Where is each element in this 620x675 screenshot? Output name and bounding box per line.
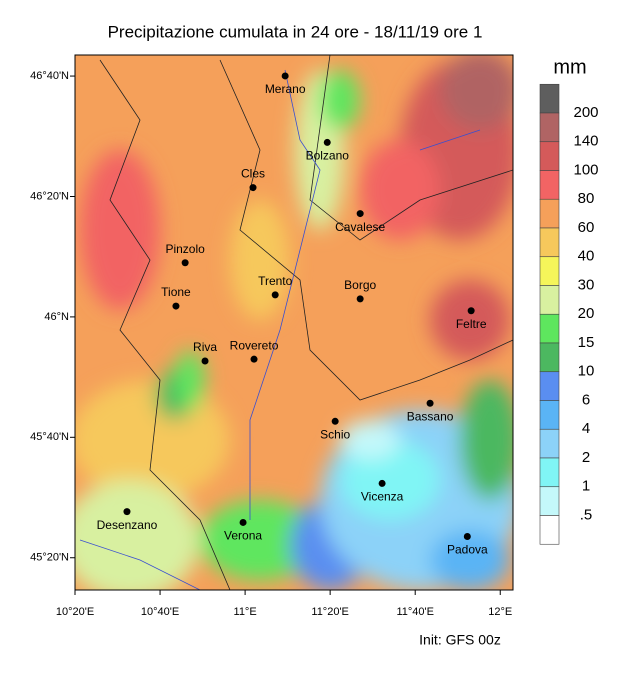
colorbar-box bbox=[539, 227, 560, 258]
colorbar-label: 80 bbox=[578, 190, 595, 207]
city-label: Bassano bbox=[407, 409, 454, 423]
city-marker bbox=[356, 295, 364, 303]
colorbar-label: 2 bbox=[582, 449, 590, 466]
colorbar-box bbox=[539, 256, 560, 286]
city-marker bbox=[123, 508, 131, 516]
colorbar-label: .5 bbox=[580, 506, 593, 523]
city-marker bbox=[281, 72, 289, 80]
footer: Init: GFS 00z bbox=[419, 632, 501, 648]
city-label: Rovereto bbox=[230, 338, 279, 352]
y-tick-label: 45°40'N bbox=[30, 431, 69, 443]
precipitation-field bbox=[75, 55, 513, 590]
colorbar-unit: mm bbox=[553, 56, 586, 78]
colorbar-label: 30 bbox=[578, 276, 595, 293]
colorbar-label: 10 bbox=[578, 363, 595, 380]
city-marker bbox=[181, 259, 189, 267]
colorbar-label: 1 bbox=[582, 478, 590, 495]
colorbar-label: 6 bbox=[582, 391, 590, 408]
colorbar-label: 40 bbox=[578, 248, 595, 265]
map-frame bbox=[74, 54, 514, 591]
x-tick-label: 12°E bbox=[488, 606, 512, 618]
colorbar-box bbox=[539, 112, 560, 143]
city-label: Feltre bbox=[456, 317, 487, 331]
colorbar-box bbox=[539, 342, 560, 373]
colorbar-label: 200 bbox=[573, 104, 598, 121]
city-marker bbox=[271, 291, 279, 299]
colorbar-box bbox=[539, 313, 560, 344]
colorbar-box bbox=[539, 198, 560, 229]
x-tick-label: 11°40'E bbox=[396, 606, 434, 618]
colorbar-box bbox=[539, 486, 560, 516]
y-tick-label: 46°20'N bbox=[30, 190, 69, 202]
city-label: Riva bbox=[193, 340, 217, 354]
y-tick-label: 46°N bbox=[44, 311, 69, 323]
y-tick-label: 46°40'N bbox=[30, 70, 69, 82]
city-label: Padova bbox=[447, 543, 488, 557]
title: Precipitazione cumulata in 24 ore - 18/1… bbox=[108, 22, 483, 41]
x-tick-label: 11°E bbox=[234, 606, 257, 618]
y-tick-label: 45°20'N bbox=[30, 552, 69, 564]
colorbar-label: 20 bbox=[578, 305, 595, 322]
colorbar-box bbox=[539, 371, 560, 401]
city-marker bbox=[463, 533, 471, 541]
city-label: Cles bbox=[241, 167, 265, 181]
city-marker bbox=[378, 479, 386, 487]
colorbar-box bbox=[539, 457, 560, 488]
colorbar-label: 60 bbox=[578, 219, 595, 236]
x-tick-label: 11°20'E bbox=[311, 606, 349, 618]
city-marker bbox=[250, 355, 258, 363]
city-label: Pinzolo bbox=[165, 242, 205, 256]
colorbar-box bbox=[539, 170, 560, 200]
city-marker bbox=[356, 210, 364, 218]
city-marker bbox=[249, 184, 257, 192]
city-label: Verona bbox=[224, 529, 262, 543]
colorbar-label: 140 bbox=[573, 133, 598, 150]
city-marker bbox=[331, 417, 339, 425]
city-marker bbox=[426, 399, 434, 407]
x-tick-label: 10°40'E bbox=[141, 606, 179, 618]
colorbar-box bbox=[539, 285, 560, 315]
colorbar-box bbox=[539, 515, 560, 545]
city-label: Cavalese bbox=[335, 220, 385, 234]
colorbar-label: 4 bbox=[582, 420, 590, 437]
city-marker bbox=[239, 518, 247, 526]
city-label: Schio bbox=[320, 427, 350, 441]
colorbar-box bbox=[539, 141, 560, 171]
colorbar-box bbox=[539, 400, 560, 430]
city-marker bbox=[201, 357, 209, 365]
city-label: Borgo bbox=[344, 278, 376, 292]
city-label: Bolzano bbox=[306, 149, 350, 163]
colorbar-box bbox=[539, 428, 560, 459]
colorbar-label: 15 bbox=[578, 334, 595, 351]
city-marker bbox=[467, 307, 475, 315]
city-label: Trento bbox=[258, 274, 293, 288]
city-marker bbox=[172, 302, 180, 310]
x-tick-label: 10°20'E bbox=[56, 606, 94, 618]
city-label: Merano bbox=[265, 82, 306, 96]
city-marker bbox=[323, 138, 331, 146]
city-label: Desenzano bbox=[97, 518, 158, 532]
city-label: Tione bbox=[161, 285, 191, 299]
city-label: Vicenza bbox=[361, 490, 404, 504]
colorbar-box bbox=[539, 83, 560, 114]
colorbar-label: 100 bbox=[573, 161, 598, 178]
